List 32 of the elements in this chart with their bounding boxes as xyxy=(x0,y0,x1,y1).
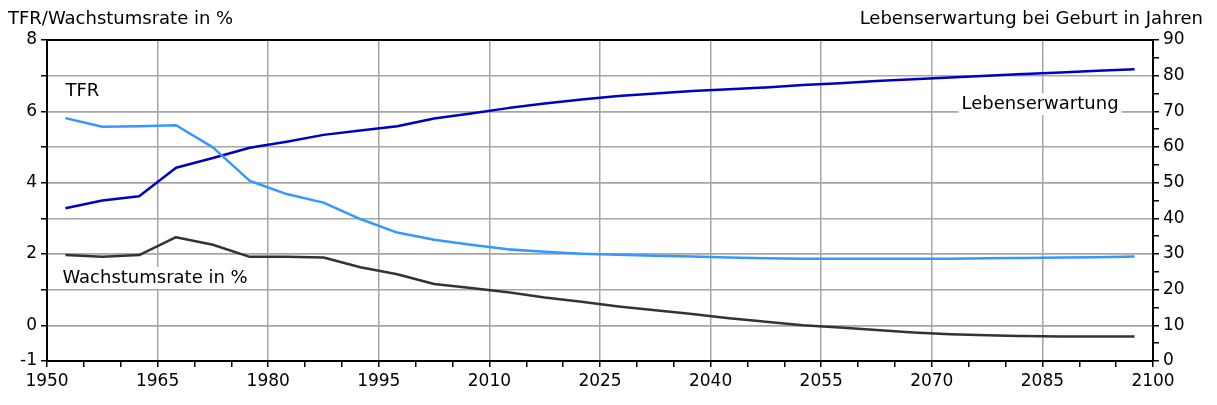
y2-tick-label: 50 xyxy=(1163,171,1185,192)
y2-tick-label: 40 xyxy=(1163,206,1185,227)
y-tick-label: 2 xyxy=(26,242,37,263)
x-tick-label: 1980 xyxy=(246,369,290,390)
y2-tick-label: 80 xyxy=(1163,64,1185,85)
y2-tick-label: 70 xyxy=(1163,99,1185,120)
series-label: Wachstumsrate in % xyxy=(62,266,248,288)
x-tick-label: 2070 xyxy=(910,369,954,390)
x-tick-label: 2040 xyxy=(688,369,733,390)
y2-tick-label: 60 xyxy=(1163,135,1185,156)
y2-tick-label: 90 xyxy=(1163,28,1185,49)
x-tick-label: 2085 xyxy=(1020,369,1065,390)
x-tick-label: 1965 xyxy=(135,369,180,390)
x-tick-label: 1995 xyxy=(357,369,401,390)
y2-tick-label: 10 xyxy=(1163,313,1185,334)
x-tick-label: 2025 xyxy=(578,369,622,390)
x-tick-label: 1950 xyxy=(25,369,69,390)
y2-tick-label: 0 xyxy=(1163,349,1174,370)
x-tick-label: 2055 xyxy=(799,369,843,390)
y-axis-title: TFR/Wachstumsrate in % xyxy=(7,7,234,28)
y-tick-label: -1 xyxy=(20,349,37,370)
y-tick-label: 8 xyxy=(26,28,37,49)
x-tick-label: 2010 xyxy=(467,369,512,390)
y2-tick-label: 20 xyxy=(1163,278,1185,299)
y-tick-label: 0 xyxy=(26,313,37,334)
y-tick-label: 4 xyxy=(26,171,37,192)
x-tick-label: 2100 xyxy=(1131,369,1175,390)
y-tick-label: 6 xyxy=(26,99,37,120)
series-label: TFR xyxy=(64,79,100,101)
y2-axis-title: Lebenserwartung bei Geburt in Jahren xyxy=(859,7,1203,28)
y2-tick-label: 30 xyxy=(1163,242,1185,263)
series-label: Lebenserwartung xyxy=(961,92,1119,114)
